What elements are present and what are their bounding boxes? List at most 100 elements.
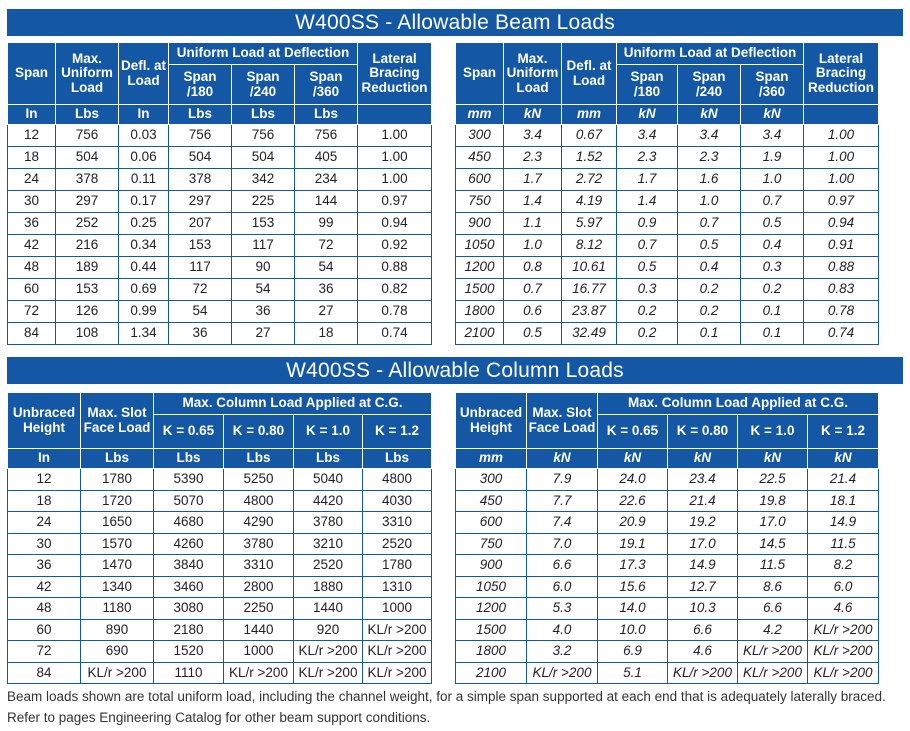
table-cell: 22.5 (737, 468, 808, 491)
table-row: 72 690 1520 1000 KL/r >200 KL/r >200 (7, 640, 433, 663)
table-cell: 18 (7, 146, 56, 169)
unit-cell: Lbs (361, 448, 433, 469)
unit-cell: Lbs (293, 104, 359, 125)
table-cell: 6.0 (806, 575, 880, 598)
table-cell: KL/r >200 (361, 618, 433, 641)
table-cell: 4680 (153, 511, 224, 534)
unit-cell: Lbs (293, 448, 363, 469)
table-cell: KL/r >200 (806, 618, 880, 641)
table-cell: KL/r >200 (806, 661, 880, 684)
table-cell: 0.88 (357, 256, 433, 279)
table-cell: 0.7 (616, 234, 678, 257)
table-cell: 0.3 (616, 278, 678, 301)
table-cell: 0.34 (118, 234, 169, 257)
unit-cell: mm (455, 448, 527, 469)
unit-cell: In (118, 104, 169, 125)
table-cell: 1340 (80, 575, 154, 598)
header-k-12: K = 1.2 (806, 414, 880, 449)
table-cell: 1650 (80, 511, 154, 534)
table-cell: 10.3 (667, 597, 738, 620)
table-cell: 3.2 (526, 640, 598, 663)
table-cell: 207 (168, 212, 232, 235)
table-cell: 920 (293, 618, 363, 641)
table-cell: 24.0 (597, 468, 668, 491)
table-cell: 0.92 (357, 234, 433, 257)
header-k-10: K = 1.0 (737, 414, 808, 449)
table-cell: 900 (455, 554, 527, 577)
table-row: 72 126 0.99 54 36 27 0.78 (7, 300, 433, 323)
table-cell: 1500 (455, 278, 504, 301)
table-cell: 5.1 (597, 661, 668, 684)
table-cell: 8.2 (806, 554, 880, 577)
table-cell: 4.19 (561, 190, 617, 213)
table-cell: 19.1 (597, 532, 668, 555)
unit-cell: Lbs (80, 448, 154, 469)
table-cell: 18 (293, 322, 359, 345)
unit-cell: kN (677, 104, 741, 125)
table-row: 48 189 0.44 117 90 54 0.88 (7, 256, 433, 279)
table-cell: 1.0 (677, 190, 741, 213)
table-cell: 1880 (293, 575, 363, 598)
table-cell: 48 (7, 597, 81, 620)
table-row: 60 153 0.69 72 54 36 0.82 (7, 278, 433, 301)
table-row: 1500 4.0 10.0 6.6 4.2 KL/r >200 (455, 618, 880, 641)
table-cell: 300 (455, 124, 504, 147)
table-cell: 4.0 (526, 618, 598, 641)
table-cell: 72 (7, 300, 56, 323)
table-cell: 1200 (455, 256, 504, 279)
table-cell: 54 (293, 256, 359, 279)
table-cell: 0.11 (118, 168, 169, 191)
table-cell: 0.97 (357, 190, 433, 213)
table-cell: 756 (231, 124, 295, 147)
table-row: 900 1.1 5.97 0.9 0.7 0.5 0.94 (455, 212, 880, 235)
table-cell: 6.6 (526, 554, 598, 577)
table-row: 1800 3.2 6.9 4.6 KL/r >200 KL/r >200 (455, 640, 880, 663)
unit-cell: kN (737, 448, 808, 469)
table-cell: 0.74 (803, 322, 880, 345)
table-cell: 15.6 (597, 575, 668, 598)
header-lateral-bracing-reduction: Lateral Bracing Reduction (357, 42, 433, 105)
table-cell: 0.2 (677, 278, 741, 301)
header-unbraced-height: Unbraced Height (455, 392, 527, 449)
table-row: 60 890 2180 1440 920 KL/r >200 (7, 618, 433, 641)
table-row: 12 756 0.03 756 756 756 1.00 (7, 124, 433, 147)
table-cell: 1500 (455, 618, 527, 641)
table-cell: 234 (293, 168, 359, 191)
table-row: 600 7.4 20.9 19.2 17.0 14.9 (455, 511, 880, 534)
table-cell: 19.8 (737, 489, 808, 512)
table-cell: 0.03 (118, 124, 169, 147)
table-cell: 6.0 (526, 575, 598, 598)
table-cell: 0.94 (357, 212, 433, 235)
column-loads-table-imperial: Unbraced Height Max. Slot Face Load Max.… (7, 392, 433, 684)
table-row: 30 297 0.17 297 225 144 0.97 (7, 190, 433, 213)
table-cell: 21.4 (667, 489, 738, 512)
unit-cell-empty (357, 104, 433, 125)
table-row: 450 7.7 22.6 21.4 19.8 18.1 (455, 489, 880, 512)
header-k-065: K = 0.65 (597, 414, 668, 449)
table-cell: 0.2 (739, 278, 805, 301)
table-row: 36 252 0.25 207 153 99 0.94 (7, 212, 433, 235)
table-cell: 1.00 (803, 146, 880, 169)
table-cell: 24 (7, 511, 81, 534)
table-cell: 4.6 (806, 597, 880, 620)
column-loads-title: W400SS - Allowable Column Loads (7, 357, 903, 384)
header-span: Span (455, 42, 504, 105)
table-cell: 54 (168, 300, 232, 323)
table-cell: 2.3 (677, 146, 741, 169)
table-cell: 54 (231, 278, 295, 301)
table-cell: 300 (455, 468, 527, 491)
unit-cell: kN (616, 104, 678, 125)
table-cell: 1.00 (803, 168, 880, 191)
table-cell: 19.2 (667, 511, 738, 534)
unit-cell: mm (561, 104, 617, 125)
table-cell: 1000 (223, 640, 294, 663)
table-cell: 3.4 (677, 124, 741, 147)
table-cell: 342 (231, 168, 295, 191)
table-cell: 23.87 (561, 300, 617, 323)
units-row: In Lbs In Lbs Lbs Lbs (7, 104, 433, 125)
table-cell: 0.1 (739, 300, 805, 323)
table-cell: 30 (7, 190, 56, 213)
table-cell: 0.5 (616, 256, 678, 279)
table-cell: 108 (55, 322, 119, 345)
table-cell: 600 (455, 168, 504, 191)
